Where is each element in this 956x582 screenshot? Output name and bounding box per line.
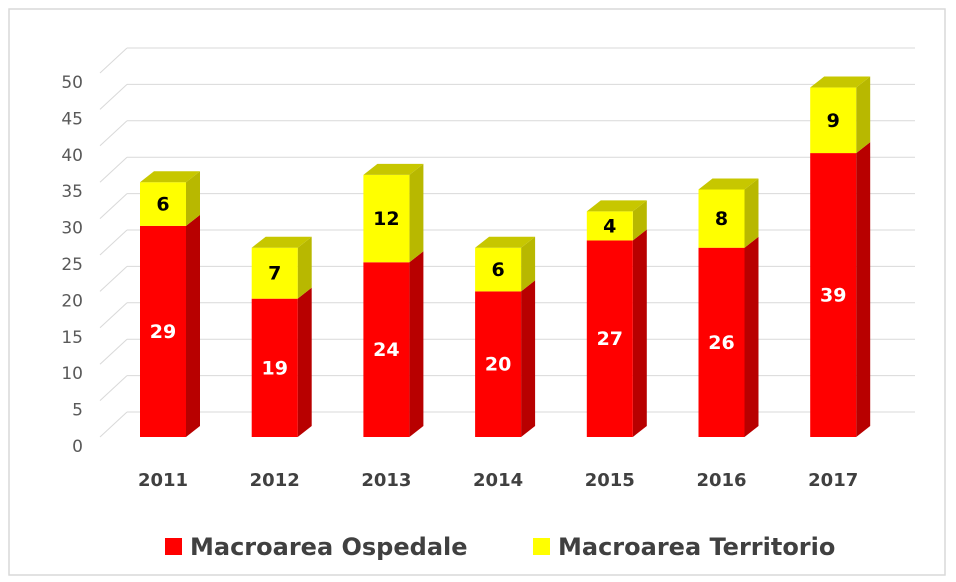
bar-top — [586, 200, 647, 212]
grid-line-depth — [99, 47, 128, 74]
grid-line-depth — [99, 375, 128, 401]
data-label: 7 — [268, 263, 281, 285]
data-label: 19 — [261, 357, 287, 379]
legend-swatch — [165, 538, 182, 555]
data-label: 29 — [150, 321, 176, 343]
bar — [810, 87, 857, 154]
bar-top — [698, 178, 759, 190]
x-tick-label: 2017 — [808, 470, 858, 491]
legend-label: Macroarea Ospedale — [190, 533, 468, 561]
bar-top — [475, 236, 536, 248]
bar — [363, 174, 410, 263]
x-tick-label: 2013 — [361, 470, 411, 491]
x-tick-label: 2015 — [585, 470, 635, 491]
data-label: 6 — [156, 194, 169, 216]
y-tick-label: 45 — [61, 109, 83, 129]
legend-swatch — [533, 538, 550, 555]
bar-side — [297, 236, 312, 299]
y-tick-label: 0 — [72, 437, 83, 457]
y-tick-label: 40 — [61, 146, 83, 166]
y-tick-label: 30 — [61, 219, 83, 239]
data-label: 20 — [485, 354, 511, 376]
y-tick-label: 35 — [61, 182, 83, 202]
grid-line-depth — [99, 156, 128, 183]
bar-top — [363, 163, 424, 175]
bar-side — [297, 287, 312, 437]
grid-line-depth — [99, 302, 128, 329]
bar — [475, 247, 522, 292]
bar-side — [521, 280, 536, 437]
bar — [810, 153, 857, 437]
y-tick-label: 15 — [61, 328, 83, 348]
bar — [140, 182, 186, 226]
data-label: 8 — [715, 208, 728, 230]
grid-line-depth — [99, 84, 128, 110]
bar — [586, 240, 633, 437]
bar-side — [744, 236, 759, 437]
y-tick-label: 50 — [61, 73, 83, 93]
bar-side — [186, 214, 200, 437]
data-label: 4 — [603, 215, 616, 237]
y-tick-label: 20 — [61, 291, 83, 311]
bar-top — [140, 171, 200, 183]
bar-top — [810, 76, 871, 88]
bar-side — [632, 200, 647, 241]
bar-side — [186, 171, 200, 226]
bar — [698, 189, 745, 248]
y-tick-label: 10 — [61, 364, 83, 384]
grid-line-depth — [99, 411, 128, 438]
x-tick-label: 2016 — [696, 470, 746, 491]
x-tick-label: 2012 — [250, 470, 300, 491]
bar-side — [521, 236, 536, 292]
grid-line-depth — [99, 338, 128, 365]
grid-line-depth — [99, 193, 128, 219]
bar-side — [856, 76, 871, 154]
legend-label: Macroarea Territorio — [558, 533, 835, 561]
data-label: 9 — [827, 110, 840, 132]
y-tick-label: 25 — [61, 255, 83, 275]
grid-line-depth — [99, 229, 128, 256]
bar — [475, 291, 522, 437]
y-tick-label: 5 — [72, 401, 83, 421]
bar-side — [409, 163, 424, 263]
bar — [698, 247, 745, 437]
data-label: 12 — [373, 208, 399, 230]
x-tick-label: 2011 — [138, 470, 188, 491]
bar-side — [856, 142, 871, 437]
bar — [140, 225, 186, 437]
bar-side — [409, 251, 424, 437]
x-tick-label: 2014 — [473, 470, 523, 491]
grid-line-depth — [99, 266, 128, 292]
bar-top — [251, 236, 312, 248]
bar — [363, 262, 410, 437]
grid-line-depth — [99, 120, 128, 147]
bar — [251, 247, 298, 299]
data-label: 39 — [820, 285, 846, 307]
data-label: 6 — [491, 259, 504, 281]
data-label: 26 — [708, 332, 734, 354]
bar — [586, 211, 633, 241]
data-label: 24 — [373, 339, 399, 361]
data-label: 27 — [597, 328, 623, 350]
bar-side — [744, 178, 759, 248]
bar — [251, 298, 298, 437]
bar-side — [632, 229, 647, 437]
